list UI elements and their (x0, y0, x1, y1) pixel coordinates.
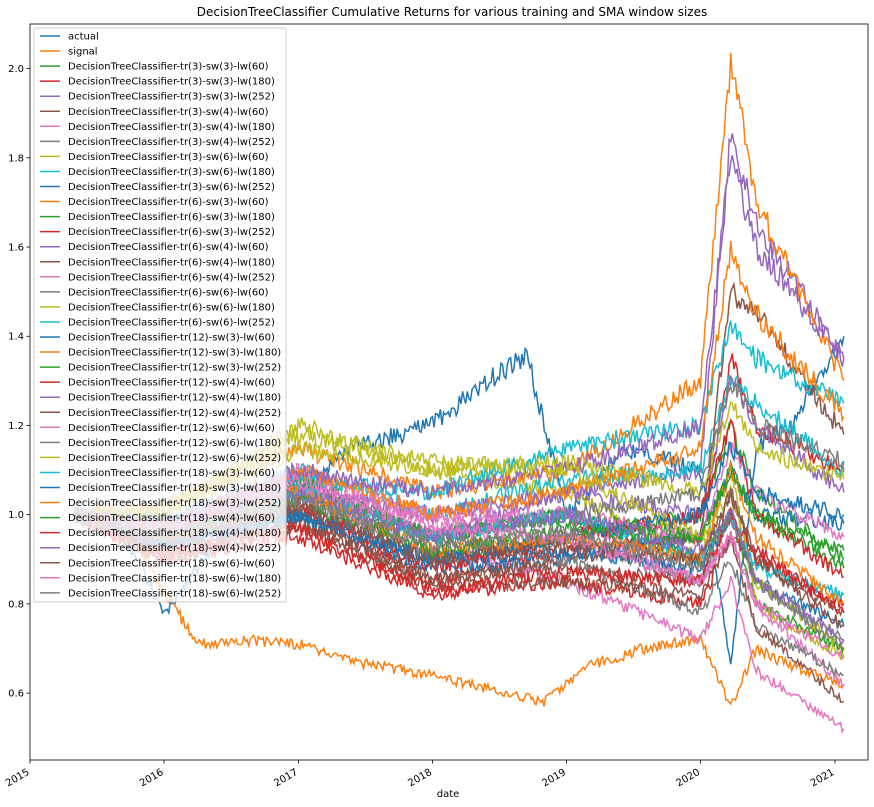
legend-label-3: DecisionTreeClassifier-tr(3)-sw(3)-lw(18… (68, 77, 275, 88)
legend-label-5: DecisionTreeClassifier-tr(3)-sw(4)-lw(60… (68, 107, 269, 118)
y-tick-label-6: 1.8 (8, 153, 24, 164)
legend-label-4: DecisionTreeClassifier-tr(3)-sw(3)-lw(25… (68, 92, 275, 103)
y-tick-label-4: 1.4 (8, 332, 24, 343)
legend-box (33, 27, 287, 603)
legend-label-10: DecisionTreeClassifier-tr(3)-sw(6)-lw(25… (68, 182, 275, 193)
y-axis: 0.6 0.8 1.0 1.2 1.4 1.6 1.8 2.0 (8, 64, 30, 700)
legend-label-6: DecisionTreeClassifier-tr(3)-sw(4)-lw(18… (68, 122, 275, 133)
legend-label-35: DecisionTreeClassifier-tr(18)-sw(6)-lw(6… (68, 558, 275, 569)
legend-label-25: DecisionTreeClassifier-tr(12)-sw(4)-lw(2… (68, 408, 281, 419)
legend-label-18: DecisionTreeClassifier-tr(6)-sw(6)-lw(18… (68, 302, 275, 313)
legend-items: actual signal DecisionTreeClassifier-tr(3)… (40, 32, 281, 599)
legend-label-34: DecisionTreeClassifier-tr(18)-sw(4)-lw(2… (68, 543, 281, 554)
legend-label-2: DecisionTreeClassifier-tr(3)-sw(3)-lw(60… (68, 62, 269, 73)
legend-label-19: DecisionTreeClassifier-tr(6)-sw(6)-lw(25… (68, 317, 275, 328)
legend-label-13: DecisionTreeClassifier-tr(6)-sw(3)-lw(25… (68, 227, 275, 238)
legend-label-27: DecisionTreeClassifier-tr(12)-sw(6)-lw(1… (68, 438, 281, 449)
legend-label-21: DecisionTreeClassifier-tr(12)-sw(3)-lw(1… (68, 348, 281, 359)
chart-title: DecisionTreeClassifier Cumulative Return… (197, 5, 707, 19)
legend-label-22: DecisionTreeClassifier-tr(12)-sw(3)-lw(2… (68, 363, 281, 374)
legend-label-20: DecisionTreeClassifier-tr(12)-sw(3)-lw(6… (68, 333, 275, 344)
series-line-1 (73, 506, 845, 707)
legend-label-0: actual (68, 32, 99, 43)
legend-label-33: DecisionTreeClassifier-tr(18)-sw(4)-lw(1… (68, 528, 281, 539)
legend-label-36: DecisionTreeClassifier-tr(18)-sw(6)-lw(1… (68, 573, 281, 584)
y-tick-label-5: 1.6 (8, 243, 24, 254)
y-tick-label-0: 0.6 (8, 689, 24, 700)
y-tick-label-2: 1.0 (8, 510, 24, 521)
legend-label-11: DecisionTreeClassifier-tr(6)-sw(3)-lw(60… (68, 197, 269, 208)
x-axis-label: date (437, 789, 460, 800)
legend-label-31: DecisionTreeClassifier-tr(18)-sw(3)-lw(2… (68, 498, 281, 509)
legend-label-29: DecisionTreeClassifier-tr(18)-sw(3)-lw(6… (68, 468, 275, 479)
legend-label-26: DecisionTreeClassifier-tr(12)-sw(6)-lw(6… (68, 423, 275, 434)
legend-label-30: DecisionTreeClassifier-tr(18)-sw(3)-lw(1… (68, 483, 281, 494)
legend-label-9: DecisionTreeClassifier-tr(3)-sw(6)-lw(18… (68, 167, 275, 178)
legend-label-32: DecisionTreeClassifier-tr(18)-sw(4)-lw(6… (68, 513, 275, 524)
legend-label-1: signal (68, 47, 98, 58)
legend-label-14: DecisionTreeClassifier-tr(6)-sw(4)-lw(60… (68, 242, 269, 253)
legend-label-15: DecisionTreeClassifier-tr(6)-sw(4)-lw(18… (68, 257, 275, 268)
legend-label-24: DecisionTreeClassifier-tr(12)-sw(4)-lw(1… (68, 393, 281, 404)
legend-label-7: DecisionTreeClassifier-tr(3)-sw(4)-lw(25… (68, 137, 275, 148)
legend-label-12: DecisionTreeClassifier-tr(6)-sw(3)-lw(18… (68, 212, 275, 223)
legend-label-16: DecisionTreeClassifier-tr(6)-sw(4)-lw(25… (68, 272, 275, 283)
y-tick-label-7: 2.0 (8, 64, 24, 75)
legend-label-17: DecisionTreeClassifier-tr(6)-sw(6)-lw(60… (68, 287, 269, 298)
y-tick-label-3: 1.2 (8, 421, 24, 432)
legend-label-28: DecisionTreeClassifier-tr(12)-sw(6)-lw(2… (68, 453, 281, 464)
legend-label-8: DecisionTreeClassifier-tr(3)-sw(6)-lw(60… (68, 152, 269, 163)
legend-label-37: DecisionTreeClassifier-tr(18)-sw(6)-lw(2… (68, 588, 281, 599)
legend-label-23: DecisionTreeClassifier-tr(12)-sw(4)-lw(6… (68, 378, 275, 389)
legend: actual signal DecisionTreeClassifier-tr(3)… (33, 27, 287, 603)
y-tick-label-1: 0.8 (8, 599, 24, 610)
